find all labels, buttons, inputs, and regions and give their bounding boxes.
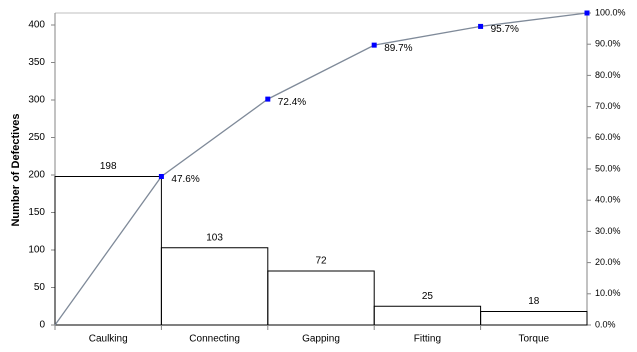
bar (373, 305, 482, 326)
y-tick-label: 200 (28, 170, 45, 181)
bar-value-label: 25 (422, 291, 434, 302)
cumulative-value-label: 95.7% (491, 24, 519, 35)
y-axis-title: Number of Defectives (10, 113, 22, 226)
y-tick-label: 0 (39, 320, 45, 331)
bar (480, 311, 588, 326)
cumulative-value-label: 47.6% (171, 174, 199, 185)
bar-value-label: 72 (315, 256, 327, 267)
y2-tick-label: 80.0% (595, 70, 621, 80)
y-tick-label: 400 (28, 20, 45, 31)
y-tick-label: 250 (28, 132, 45, 143)
y2-tick-label: 90.0% (595, 39, 621, 49)
cumulative-marker (371, 42, 377, 48)
y-tick-label: 50 (34, 282, 46, 293)
cumulative-marker (158, 173, 164, 179)
y2-tick-label: 50.0% (595, 163, 621, 173)
y2-tick-label: 100.0% (595, 7, 626, 17)
bar-value-label: 198 (100, 161, 117, 172)
bar (160, 247, 269, 326)
y2-tick-label: 10.0% (595, 288, 621, 298)
y2-tick-label: 0.0% (595, 319, 616, 329)
bar (267, 270, 375, 326)
y2-tick-label: 70.0% (595, 101, 621, 111)
y-tick-label: 100 (28, 245, 45, 256)
x-tick-label: Connecting (189, 334, 240, 345)
x-tick-label: Fitting (414, 334, 441, 345)
cumulative-marker (478, 23, 484, 29)
cumulative-marker (265, 96, 271, 102)
x-tick-label: Caulking (89, 334, 128, 345)
y2-tick-label: 30.0% (595, 226, 621, 236)
cumulative-marker (584, 10, 590, 16)
y2-tick-label: 60.0% (595, 132, 621, 142)
x-tick-label: Gapping (302, 334, 340, 345)
cumulative-line (54, 12, 588, 326)
y2-tick-label: 40.0% (595, 195, 621, 205)
bar-value-label: 103 (206, 232, 223, 243)
y-tick-label: 350 (28, 57, 45, 68)
cumulative-value-label: 72.4% (278, 97, 306, 108)
y-tick-label: 300 (28, 95, 45, 106)
cumulative-value-label: 89.7% (384, 43, 412, 54)
y-tick-label: 150 (28, 207, 45, 218)
x-tick-label: Torque (519, 334, 550, 345)
bar-value-label: 18 (528, 296, 540, 307)
y2-tick-label: 20.0% (595, 257, 621, 267)
